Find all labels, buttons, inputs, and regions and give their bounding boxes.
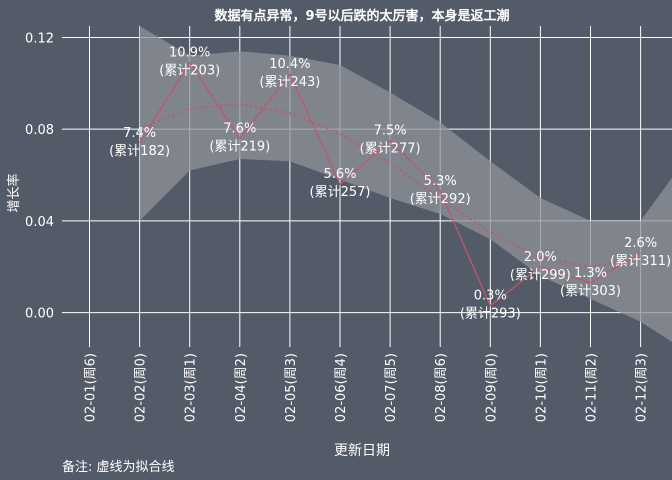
x-tick-label: 02-03(周1) [184,353,199,422]
data-label-cumulative: (累计182) [109,144,170,159]
data-label-percent: 2.6% [624,236,657,251]
x-tick-label: 02-02(周0) [134,353,149,422]
data-label-cumulative: (累计243) [259,75,320,90]
x-axis-label: 更新日期 [334,443,390,459]
axes: 0.00 0.04 0.08 0.12 02-01(周6) 02-02(周0) 02-03(… [25,31,650,422]
data-label-cumulative: (累计277) [360,142,421,157]
y-tick-label: 0.12 [25,31,54,46]
x-tick-label: 02-09(周0) [484,353,499,422]
data-label-percent: 0.3% [474,289,507,304]
data-label-percent: 5.3% [424,174,457,189]
x-tick-label: 02-05(周3) [284,353,299,422]
data-label-percent: 7.4% [123,126,156,141]
data-label-cumulative: (累计292) [410,192,471,207]
data-label-cumulative: (累计293) [460,307,521,322]
chart-title: 数据有点异常，9号以后跌的太厉害，本身是返工潮 [214,8,509,24]
confidence-band [139,26,672,342]
y-axis-label: 增长率 [6,173,22,212]
x-tick-label: 02-01(周6) [84,353,99,422]
x-tick-label: 02-08(周6) [434,353,449,422]
confidence-band-area [139,26,672,342]
data-label-cumulative: (累计257) [310,185,371,200]
y-tick-label: 0.04 [25,215,54,230]
x-tick-label: 02-06(周4) [334,353,349,422]
data-label-percent: 1.3% [574,266,607,281]
data-label-percent: 10.4% [269,57,310,72]
x-tick-label: 02-12(周3) [635,353,650,422]
data-label-percent: 7.5% [374,124,407,139]
data-label-percent: 2.0% [524,250,557,265]
y-tick-label: 0.08 [25,123,54,138]
data-label-cumulative: (累计311) [610,254,671,269]
data-labels: 7.4% (累计182) 10.9% (累计203) 7.6% (累计219) 10.4% (… [109,46,671,322]
growth-rate-line [139,61,641,307]
footnote: 备注: 虚线为拟合线 [62,459,175,475]
data-label-percent: 7.6% [223,121,256,136]
series-lines [139,61,641,307]
data-label-percent: 5.6% [323,167,356,182]
data-label-cumulative: (累计299) [510,268,571,283]
x-tick-label: 02-11(周2) [585,353,600,422]
y-tick-label: 0.00 [25,307,54,322]
data-label-percent: 10.9% [169,46,210,61]
x-tick-label: 02-10(周1) [534,353,549,422]
x-tick-label: 02-07(周5) [384,353,399,422]
data-label-cumulative: (累计303) [560,284,621,299]
data-label-cumulative: (累计203) [159,64,220,79]
data-label-cumulative: (累计219) [209,139,270,154]
x-tick-label: 02-04(周2) [234,353,249,422]
